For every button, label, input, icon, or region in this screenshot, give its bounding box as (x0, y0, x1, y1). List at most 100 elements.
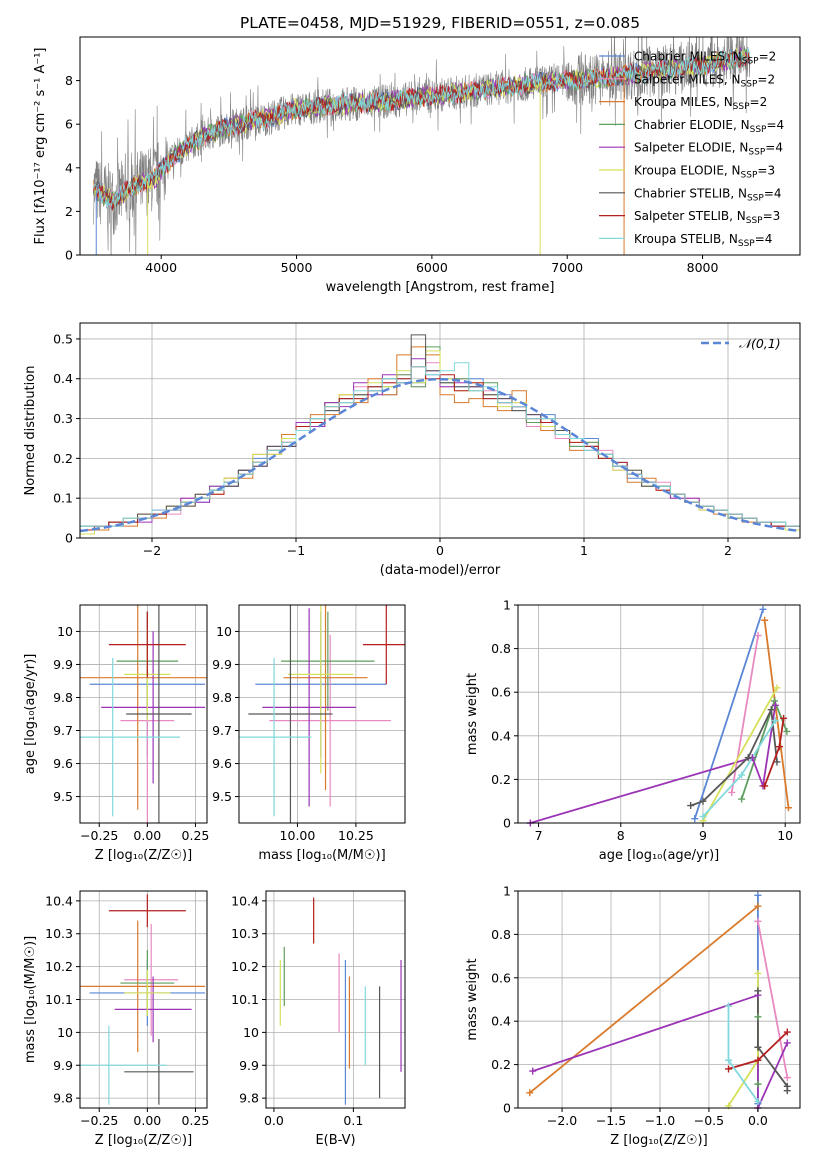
legend-entry: Salpeter MILES, NSSP=2 (634, 72, 775, 89)
panel-weight-vs-Z: −2.0 −1.5 −1.0 −0.5 0.0 0 0.2 0.4 0.6 0.8 1 Z [log₁… (465, 884, 801, 1148)
legend-nssp-symbol: , N (730, 186, 747, 200)
weight-point-marker (771, 697, 779, 705)
x-tick-label: 0.00 (133, 828, 161, 843)
y-tick-label: 4 (65, 160, 73, 175)
normal-reference-curve (80, 377, 800, 533)
y-tick-label: 8 (65, 73, 73, 88)
weight-point-marker (754, 987, 762, 995)
y-tick-label: 9.8 (239, 1091, 259, 1106)
y-axis-label: age [log₁₀(age/yr)] (23, 654, 38, 775)
y-tick-label: 9.7 (53, 723, 73, 738)
x-tick-label: −0.5 (694, 1113, 724, 1128)
x-tick-label: 0.0 (264, 1113, 284, 1128)
weight-point-marker (725, 1065, 733, 1073)
y-tick-label: 10.4 (231, 893, 259, 908)
x-tick-label: 10 (777, 828, 793, 843)
y-axis-label: mass [log₁₀(M/M☉)] (23, 936, 38, 1063)
weight-point-marker (773, 684, 781, 692)
x-tick-label: 0.25 (182, 1113, 210, 1128)
x-tick-label: 0 (436, 543, 444, 558)
weight-point-marker (699, 812, 707, 820)
legend-count: =2 (757, 72, 775, 86)
y-tick-label: 0 (503, 816, 511, 831)
y-tick-label: 6 (65, 117, 73, 132)
legend-count: =3 (757, 164, 775, 178)
legend-entry: Salpeter ELODIE, NSSP=4 (634, 141, 783, 158)
weight-point-marker (728, 788, 736, 796)
legend-entry: Salpeter STELIB, NSSP=3 (634, 209, 780, 226)
legend-subscript: SSP (741, 171, 758, 181)
y-tick-label: 0.2 (491, 772, 511, 787)
weight-point-marker (725, 1002, 733, 1010)
weight-point-marker (738, 795, 746, 803)
y-tick-label: 9.5 (53, 789, 73, 804)
x-tick-label: −1.5 (596, 1113, 626, 1128)
legend-count: =3 (763, 209, 781, 223)
plot-area (530, 609, 790, 823)
x-tick-label: 0.25 (182, 828, 210, 843)
x-axis-label: E(B-V) (315, 1133, 355, 1148)
plot-area (529, 895, 789, 1108)
y-tick-label: 0.5 (53, 331, 73, 346)
x-tick-label: 6000 (416, 260, 448, 275)
legend-nssp-symbol: , N (721, 232, 738, 246)
legend-entry: Chabrier ELODIE, NSSP=4 (634, 118, 784, 135)
weight-point-marker (761, 616, 769, 624)
x-tick-label: 4000 (145, 260, 177, 275)
x-axis-label: Z [log₁₀(Z/Z☉)] (95, 848, 192, 863)
plot-area (93, 37, 751, 255)
y-tick-label: 0.3 (53, 411, 73, 426)
weight-point-marker (687, 802, 695, 810)
y-tick-label: 10.4 (45, 893, 73, 908)
legend-label: Salpeter STELIB (634, 209, 729, 223)
axes-frame (238, 604, 406, 824)
plot-area (239, 605, 405, 823)
legend-count: =4 (765, 141, 783, 155)
legend-nssp-symbol: , N (724, 164, 741, 178)
y-tick-label: 0.2 (53, 451, 73, 466)
panel-age-vs-mass: 10.00 10.25 9.5 9.6 9.7 9.8 9.9 10 mass [log₁₀(M… (212, 604, 406, 863)
weight-point-marker (771, 701, 779, 709)
legend-label: Salpeter ELODIE (634, 141, 732, 155)
axes-frame (79, 604, 208, 824)
weight-line-kroupa-miles (763, 620, 790, 808)
weight-point-marker (754, 902, 762, 910)
legend-entry: Kroupa MILES, NSSP=2 (634, 95, 767, 112)
legend-entry: Chabrier STELIB, NSSP=4 (634, 186, 782, 203)
x-tick-label: 8 (617, 828, 625, 843)
weight-point-marker (754, 1013, 762, 1021)
legend-entry: Chabrier MILES, NSSP=2 (634, 50, 776, 67)
legend-label: Kroupa ELODIE (634, 164, 724, 178)
y-tick-label: 9.8 (212, 690, 232, 705)
y-tick-label: 10.3 (231, 926, 259, 941)
weight-point-marker (783, 1028, 791, 1036)
x-tick-label: 10.25 (338, 828, 374, 843)
legend-subscript: SSP (750, 125, 767, 135)
weight-point-marker (761, 782, 769, 790)
legend-label: Chabrier MILES (634, 50, 725, 64)
x-tick-label: −2 (143, 543, 161, 558)
y-tick-label: 9.8 (53, 690, 73, 705)
legend-nssp-symbol: , N (724, 72, 741, 86)
legend-nssp-symbol: , N (716, 95, 733, 109)
x-tick-label: −1 (287, 543, 305, 558)
weight-point-marker (754, 632, 762, 640)
x-tick-label: 7000 (551, 260, 583, 275)
weight-point-marker (691, 815, 699, 823)
y-tick-label: 0.4 (491, 728, 511, 743)
axes-frame (517, 604, 801, 824)
panel-mass-vs-Z: −0.25 0.00 0.25 9.8 9.9 10 10.1 10.2 10.3 10.4 Z [… (23, 890, 210, 1148)
weight-point-marker (784, 804, 792, 812)
legend-subscript: SSP (746, 216, 763, 226)
y-tick-label: 10 (57, 624, 73, 639)
y-tick-label: 0.4 (491, 1014, 511, 1029)
legend-label: 𝒩(0,1) (739, 336, 781, 351)
weight-point-marker (725, 1056, 733, 1064)
weight-point-marker (738, 771, 746, 779)
y-tick-label: 0 (65, 531, 73, 546)
y-tick-label: 10.2 (231, 959, 259, 974)
weight-point-marker (783, 727, 791, 735)
legend-label: Chabrier ELODIE (634, 118, 733, 132)
weight-line-kroupa-miles (529, 905, 759, 1094)
y-tick-label: 0.4 (53, 371, 73, 386)
